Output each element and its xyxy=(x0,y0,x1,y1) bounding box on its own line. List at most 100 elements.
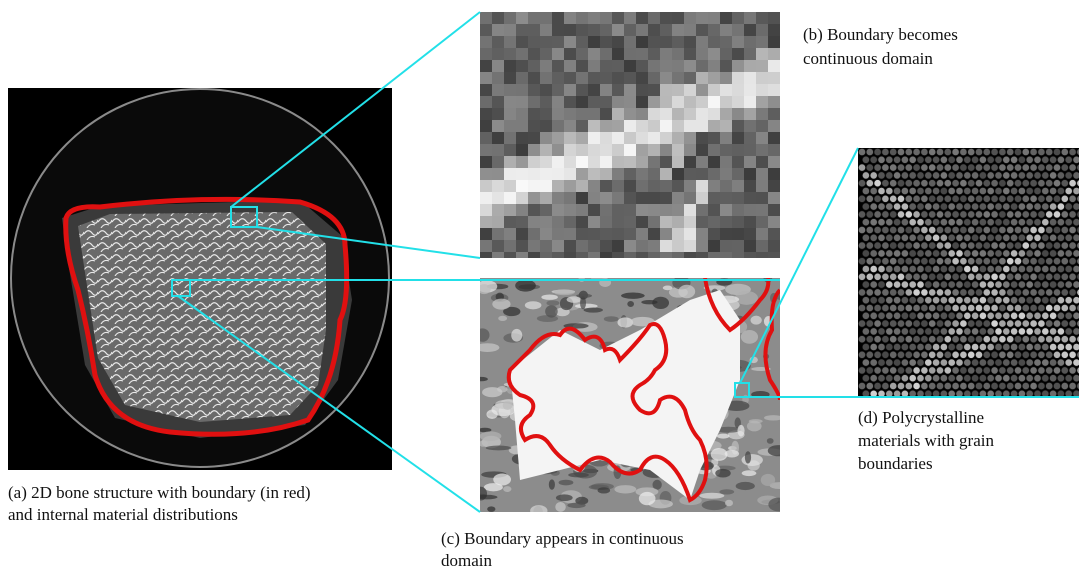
pixel xyxy=(720,180,732,192)
atom xyxy=(960,195,967,202)
atom xyxy=(940,265,947,272)
atom xyxy=(1061,242,1068,249)
atom xyxy=(1018,156,1025,163)
pixel xyxy=(756,84,768,96)
atom xyxy=(1073,203,1079,210)
atom xyxy=(858,164,865,171)
pixel xyxy=(708,228,720,240)
pixel xyxy=(552,168,564,180)
texture xyxy=(652,297,669,309)
pixel xyxy=(612,252,624,264)
atom xyxy=(1057,312,1064,319)
atom xyxy=(1011,281,1018,288)
pixel xyxy=(648,156,660,168)
atom xyxy=(1022,164,1029,171)
pixel xyxy=(768,72,780,84)
atom xyxy=(948,281,955,288)
pixel xyxy=(684,120,696,132)
texture xyxy=(764,415,783,420)
pixel xyxy=(708,168,720,180)
pixel xyxy=(492,108,504,120)
atom xyxy=(987,265,994,272)
atom xyxy=(1034,312,1041,319)
pixel xyxy=(564,120,576,132)
atom xyxy=(1050,234,1057,241)
atom xyxy=(1038,289,1045,296)
atom xyxy=(948,219,955,226)
atom xyxy=(940,312,947,319)
pixel xyxy=(612,132,624,144)
texture xyxy=(627,301,634,307)
atom xyxy=(925,343,932,350)
texture xyxy=(498,316,507,321)
atom xyxy=(956,203,963,210)
pixel xyxy=(696,180,708,192)
atom xyxy=(858,180,865,187)
atom xyxy=(983,289,990,296)
atom xyxy=(936,351,943,358)
atom xyxy=(1042,359,1049,366)
atom xyxy=(905,336,912,343)
atom xyxy=(972,328,979,335)
atom xyxy=(886,187,893,194)
atom xyxy=(1003,328,1010,335)
atom xyxy=(1003,375,1010,382)
pixel xyxy=(660,240,672,252)
atom xyxy=(956,343,963,350)
atom xyxy=(960,289,967,296)
caption-b: continuous domain xyxy=(803,49,933,68)
pixel xyxy=(756,204,768,216)
pixel xyxy=(600,72,612,84)
atom xyxy=(948,359,955,366)
pixel xyxy=(696,60,708,72)
atom xyxy=(897,148,904,155)
pixel xyxy=(732,180,744,192)
atom xyxy=(936,336,943,343)
atom xyxy=(933,250,940,257)
texture xyxy=(475,377,488,381)
atom xyxy=(866,180,873,187)
pixel xyxy=(636,60,648,72)
pixel xyxy=(672,144,684,156)
atom xyxy=(1014,242,1021,249)
pixel xyxy=(660,120,672,132)
atom xyxy=(1046,336,1053,343)
atom xyxy=(929,195,936,202)
atom xyxy=(874,180,881,187)
atom xyxy=(866,242,873,249)
texture xyxy=(549,479,555,489)
atom xyxy=(968,180,975,187)
pixel xyxy=(492,132,504,144)
pixel xyxy=(564,36,576,48)
atom xyxy=(979,219,986,226)
atom xyxy=(929,367,936,374)
atom xyxy=(1065,297,1072,304)
atom xyxy=(952,148,959,155)
atom xyxy=(944,164,951,171)
texture xyxy=(742,454,763,466)
atom xyxy=(1073,219,1079,226)
atom xyxy=(929,164,936,171)
atom xyxy=(913,320,920,327)
atom xyxy=(1053,320,1060,327)
pixel xyxy=(660,48,672,60)
pixel xyxy=(756,120,768,132)
atom xyxy=(948,172,955,179)
atom xyxy=(960,164,967,171)
atom xyxy=(972,203,979,210)
atom xyxy=(1018,328,1025,335)
atom xyxy=(1038,351,1045,358)
atom xyxy=(905,351,912,358)
atom xyxy=(1022,382,1029,389)
atom xyxy=(913,211,920,218)
atom xyxy=(882,289,889,296)
atom xyxy=(917,203,924,210)
atom xyxy=(862,281,869,288)
atom xyxy=(975,226,982,233)
atom xyxy=(901,281,908,288)
atom xyxy=(1046,367,1053,374)
pixel xyxy=(672,60,684,72)
pixel xyxy=(732,12,744,24)
pixel xyxy=(480,168,492,180)
atom xyxy=(1026,343,1033,350)
